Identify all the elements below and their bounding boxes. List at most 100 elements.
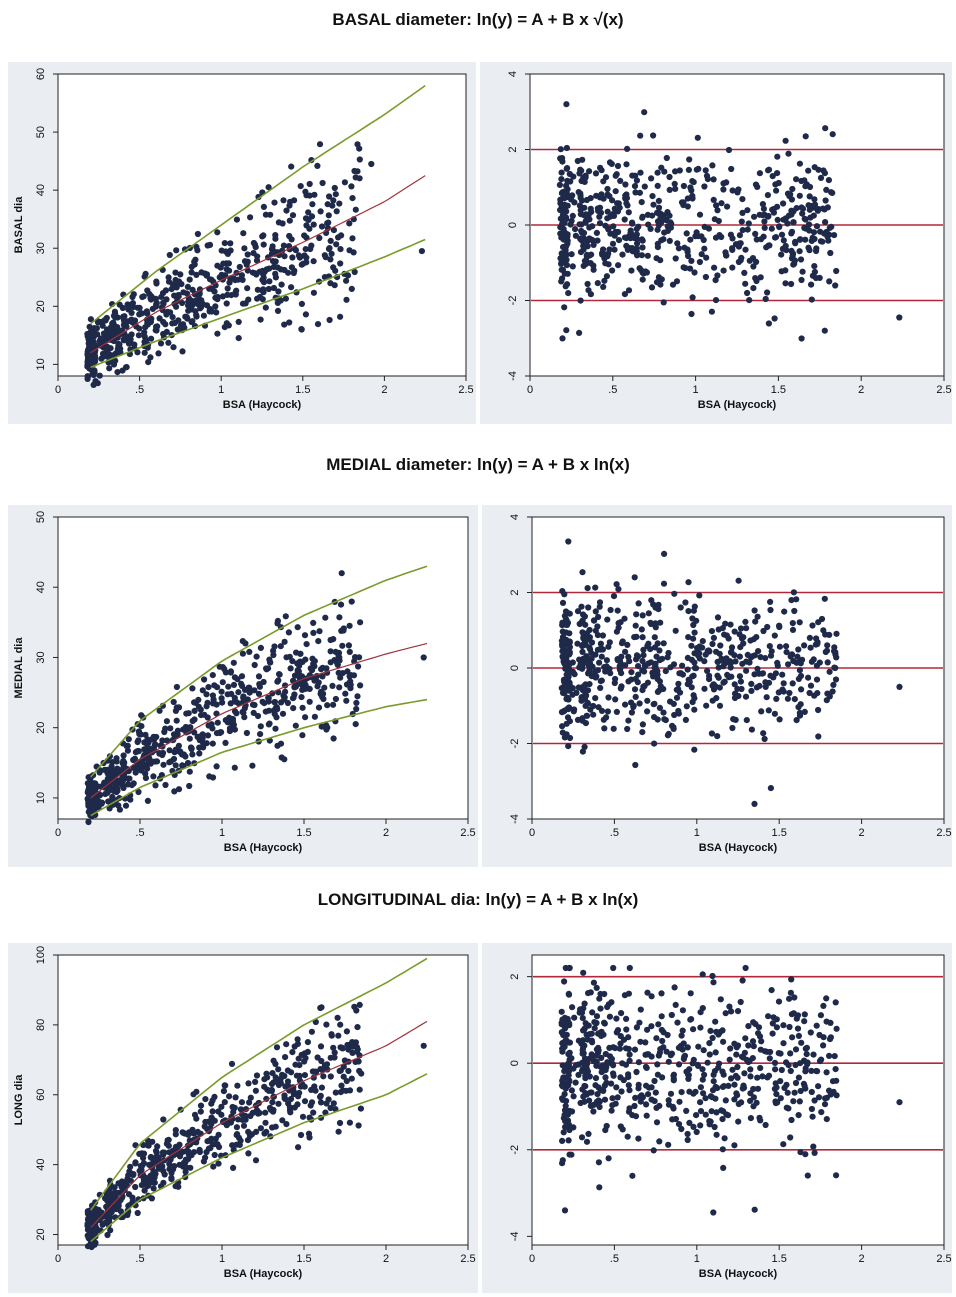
data-point [720,1038,727,1045]
data-point [697,1099,704,1106]
data-point [160,300,167,307]
y-tick-label: 0 [509,665,521,671]
data-point [789,185,796,193]
data-point [353,1044,360,1051]
data-point [255,673,263,680]
data-point [227,240,234,247]
data-point [696,592,703,599]
data-point [806,689,813,697]
data-point [194,1128,201,1135]
data-point [348,285,355,292]
data-point [799,210,806,217]
data-point [289,212,297,219]
data-point [143,336,150,344]
data-point [140,1154,147,1162]
data-point [757,1064,764,1072]
x-tick-label: .5 [135,1253,144,1265]
data-point [811,164,818,171]
data-point [325,219,332,226]
data-point [213,730,221,737]
data-point [559,155,566,162]
data-point [318,223,326,230]
y-tick-label: 50 [35,511,47,523]
data-point [567,686,574,693]
data-point [698,251,705,258]
data-point [617,177,624,184]
data-point [196,750,203,757]
data-point [242,640,249,647]
data-point [134,738,141,746]
data-point [700,1090,707,1097]
data-point [238,673,246,680]
data-point [685,608,692,615]
data-point [563,256,570,263]
data-point [797,1087,804,1095]
x-tick-label: 0 [55,827,61,839]
data-point [785,150,792,157]
data-point [557,196,564,203]
data-point [832,649,839,656]
data-point [334,1014,341,1021]
data-point [697,1024,704,1031]
data-point [811,1097,818,1104]
data-point [244,285,251,292]
data-point [106,365,113,372]
data-point [165,339,172,346]
data-point [346,648,353,655]
data-point [562,243,569,250]
data-point [319,179,326,187]
data-point [96,372,103,379]
x-tick-label: 2 [383,1253,389,1265]
data-point [709,640,716,648]
data-point [614,1027,622,1034]
data-point [736,631,743,638]
data-point [114,1189,121,1197]
data-point [277,1079,284,1087]
data-point [811,196,818,203]
data-point [684,1136,691,1144]
data-point [634,236,641,243]
data-point [586,660,594,667]
data-point [896,1099,903,1106]
data-point [344,668,351,675]
data-point [686,678,693,685]
data-point [356,1086,363,1093]
data-point [775,998,783,1005]
data-point [315,704,323,711]
data-point [167,309,174,316]
data-point [132,1160,139,1167]
data-point [568,1151,575,1158]
data-point [577,249,585,256]
y-tick-label: 60 [35,1089,47,1101]
data-point [200,744,207,751]
data-point [635,1085,642,1092]
data-point [832,676,840,683]
data-point [605,1001,612,1008]
data-point [315,638,322,645]
data-point [788,597,795,604]
data-point [577,661,584,668]
data-point [594,237,601,244]
data-point [236,263,243,271]
data-point [655,222,662,229]
data-point [224,691,231,698]
data-point [556,181,563,188]
data-point [124,1175,131,1182]
data-point [107,345,114,352]
upper-curve [90,84,426,325]
data-point [796,236,803,243]
data-point [327,1104,334,1112]
data-point [185,710,192,717]
data-point [243,729,250,737]
data-point [560,658,567,665]
long-scatter-panel: 0.5 1 1.5 2 2.5 20 40 60 80 100 BSA (Haycock) LONG … [8,943,478,1293]
data-point [314,1054,321,1061]
data-point [348,1075,355,1082]
data-point [684,248,691,256]
data-point [619,251,626,258]
data-point [796,248,803,255]
data-point [791,994,798,1001]
data-point [214,330,221,337]
data-point [581,1082,588,1090]
